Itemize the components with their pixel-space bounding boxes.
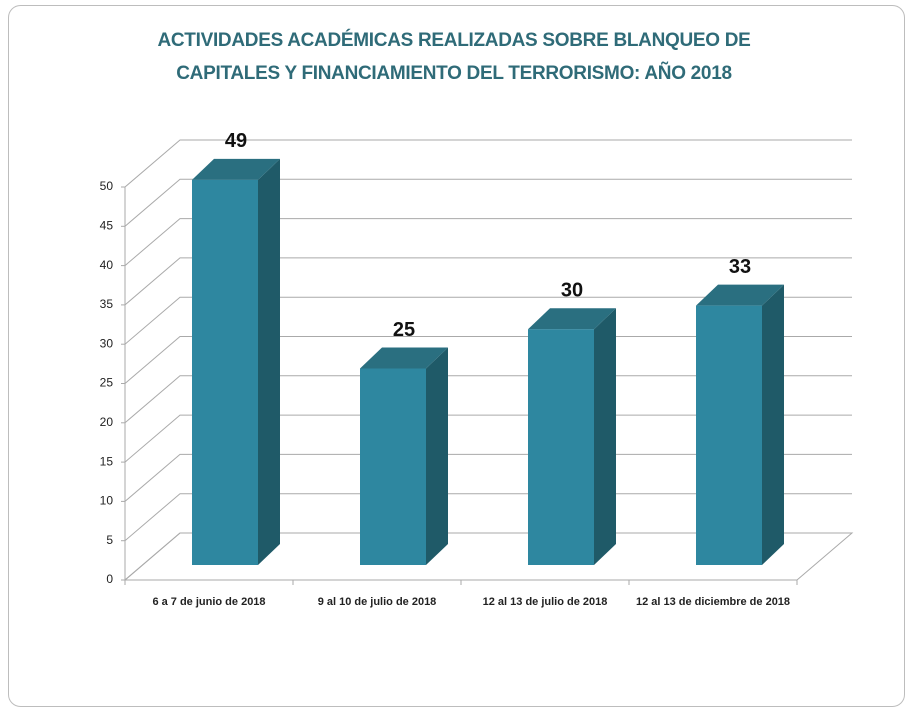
y-tick-label: 35 (100, 297, 114, 311)
grid-line (124, 453, 852, 502)
y-tick-label: 20 (100, 415, 114, 429)
value-label: 49 (225, 130, 247, 152)
y-tick-label: 40 (100, 258, 114, 272)
grid-line (124, 414, 852, 463)
value-label: 25 (393, 319, 415, 341)
bar (192, 179, 258, 566)
value-label: 30 (561, 279, 583, 301)
value-label: 33 (729, 256, 751, 278)
bar-top (360, 347, 448, 369)
chart-title: ACTIVIDADES ACADÉMICAS REALIZADAS SOBRE … (157, 30, 751, 84)
y-tick-label: 50 (100, 179, 114, 193)
bar-top (696, 284, 784, 306)
bar-side (258, 158, 280, 566)
grid-line (124, 218, 852, 266)
y-tick-label: 15 (100, 454, 114, 468)
grid-line (124, 139, 852, 188)
y-tick-label: 30 (100, 336, 114, 350)
x-tick-label: 12 al 13 de julio de 2018 (482, 596, 608, 608)
bar-side (594, 308, 616, 565)
y-tick-label: 5 (106, 533, 113, 547)
y-tick-label: 45 (100, 218, 114, 232)
y-tick-label: 10 (100, 494, 114, 508)
y-tick-label: 25 (100, 376, 114, 390)
bar (696, 305, 762, 565)
x-tick-label: 9 al 10 de julio de 2018 (317, 596, 437, 608)
bar (528, 329, 594, 565)
x-tick-label: 12 al 13 de diciembre de 2018 (635, 596, 791, 608)
grid-line (124, 336, 852, 384)
bar-side (762, 284, 784, 565)
bar-side (426, 347, 448, 565)
bar (360, 368, 426, 565)
grid-line (124, 375, 852, 424)
bar-top (192, 158, 280, 180)
x-tick-label: 6 a 7 de junio de 2018 (152, 596, 266, 608)
bar-top (528, 308, 616, 330)
grid-line (124, 296, 852, 345)
grid-line (124, 532, 852, 581)
grid-line (124, 257, 852, 306)
grid-line (124, 493, 852, 542)
grid-line (124, 178, 852, 227)
y-tick-label: 0 (106, 572, 113, 586)
